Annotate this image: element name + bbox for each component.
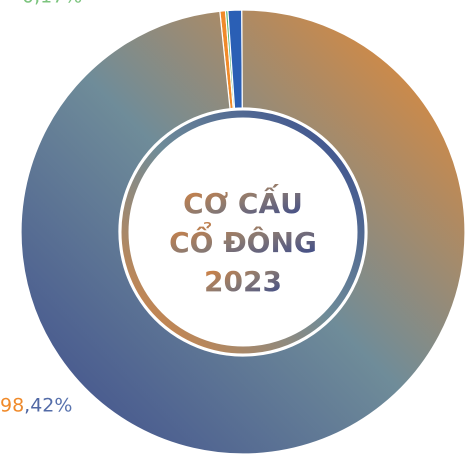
value-label: 0,17%	[22, 0, 82, 8]
inner-ring	[121, 110, 365, 354]
center-title: 2023	[204, 265, 282, 298]
center-title: CƠ CẤU	[183, 182, 303, 220]
donut-slice	[20, 9, 466, 454]
value-label: 98,42%	[0, 395, 72, 417]
center-title: CỔ ĐÔNG	[169, 219, 317, 259]
center-disc	[130, 119, 356, 345]
